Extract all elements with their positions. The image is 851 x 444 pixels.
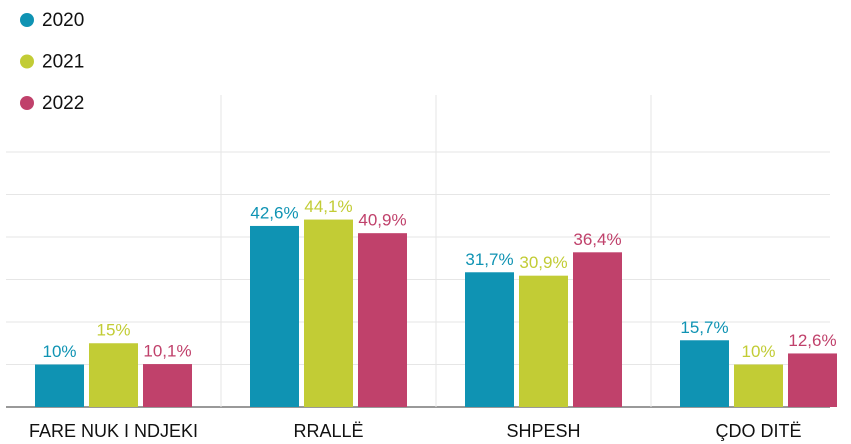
value-label: 10%: [741, 342, 775, 361]
bar: [304, 219, 353, 407]
legend-swatch: [20, 96, 34, 110]
value-label: 12,6%: [788, 331, 836, 350]
value-label: 10,1%: [143, 342, 191, 361]
bar: [519, 275, 568, 407]
bar: [573, 252, 622, 407]
legend-label: 2020: [42, 10, 84, 31]
bar: [35, 364, 84, 407]
x-tick-label: FARE NUK I NDJEKI: [29, 421, 198, 441]
x-tick-label: SHPESH: [506, 421, 580, 441]
bar: [250, 225, 299, 407]
value-label: 44,1%: [304, 197, 352, 216]
bar: [465, 272, 514, 407]
value-label: 36,4%: [573, 230, 621, 249]
x-tick-label: ÇDO DITË: [715, 421, 801, 441]
value-label: 40,9%: [358, 211, 406, 230]
value-label: 15,7%: [680, 318, 728, 337]
x-tick-label: RRALLË: [293, 421, 363, 441]
bar: [358, 233, 407, 407]
value-label: 10%: [42, 342, 76, 361]
value-label: 42,6%: [250, 203, 298, 222]
legend-label: 2021: [42, 52, 84, 73]
legend-swatch: [20, 13, 34, 27]
value-label: 31,7%: [465, 250, 513, 269]
bar: [680, 340, 729, 407]
bar: [89, 343, 138, 407]
legend-label: 2022: [42, 93, 84, 114]
value-label: 15%: [96, 321, 130, 340]
bar: [143, 364, 192, 407]
bar: [788, 353, 837, 407]
bar: [734, 364, 783, 407]
value-label: 30,9%: [519, 253, 567, 272]
legend-swatch: [20, 54, 34, 69]
